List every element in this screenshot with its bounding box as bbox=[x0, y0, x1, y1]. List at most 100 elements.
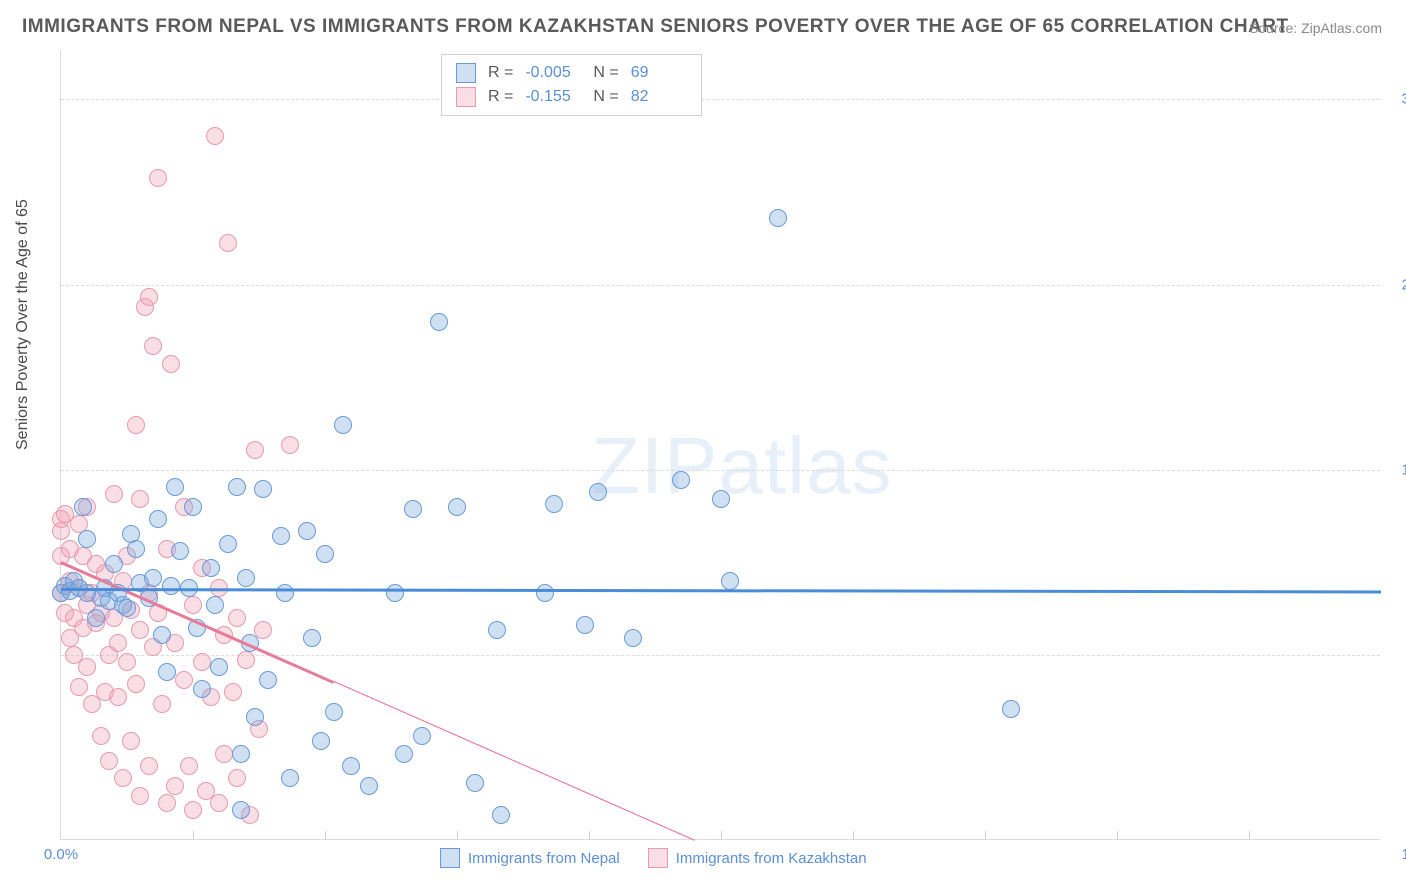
data-point bbox=[153, 626, 171, 644]
x-tick-label-right: 15.0% bbox=[1401, 846, 1406, 863]
data-point bbox=[184, 596, 202, 614]
data-point bbox=[193, 653, 211, 671]
data-point bbox=[144, 569, 162, 587]
data-point bbox=[74, 498, 92, 516]
swatch-blue-icon bbox=[456, 63, 476, 83]
data-point bbox=[281, 769, 299, 787]
data-point bbox=[254, 480, 272, 498]
data-point bbox=[316, 545, 334, 563]
legend-label-pink: Immigrants from Kazakhstan bbox=[676, 850, 867, 867]
x-tick-mark bbox=[853, 831, 854, 839]
n-value-pink: 82 bbox=[631, 88, 687, 106]
data-point bbox=[228, 478, 246, 496]
x-tick-mark bbox=[1249, 831, 1250, 839]
gridline-h bbox=[61, 99, 1380, 100]
data-point bbox=[589, 483, 607, 501]
watermark-zip: ZIP bbox=[591, 421, 718, 510]
data-point bbox=[131, 490, 149, 508]
data-point bbox=[404, 500, 422, 518]
legend-stats: R = -0.005 N = 69 R = -0.155 N = 82 bbox=[441, 54, 702, 116]
data-point bbox=[246, 708, 264, 726]
data-point bbox=[114, 769, 132, 787]
data-point bbox=[140, 757, 158, 775]
data-point bbox=[536, 584, 554, 602]
data-point bbox=[237, 569, 255, 587]
data-point bbox=[413, 727, 431, 745]
data-point bbox=[105, 485, 123, 503]
data-point bbox=[122, 732, 140, 750]
data-point bbox=[312, 732, 330, 750]
y-tick-label: 22.5% bbox=[1401, 276, 1406, 293]
x-tick-mark bbox=[1117, 831, 1118, 839]
data-point bbox=[325, 703, 343, 721]
x-tick-mark bbox=[325, 831, 326, 839]
x-tick-label-left: 0.0% bbox=[44, 846, 78, 863]
data-point bbox=[158, 794, 176, 812]
trend-line bbox=[61, 588, 1381, 593]
y-axis-label: Seniors Poverty Over the Age of 65 bbox=[14, 199, 32, 450]
data-point bbox=[105, 555, 123, 573]
data-point bbox=[140, 288, 158, 306]
data-point bbox=[92, 727, 110, 745]
data-point bbox=[281, 436, 299, 454]
x-tick-mark bbox=[589, 831, 590, 839]
data-point bbox=[87, 609, 105, 627]
data-point bbox=[118, 599, 136, 617]
y-tick-label: 30.0% bbox=[1401, 91, 1406, 108]
data-point bbox=[1002, 700, 1020, 718]
data-point bbox=[259, 671, 277, 689]
data-point bbox=[162, 577, 180, 595]
data-point bbox=[180, 757, 198, 775]
data-point bbox=[237, 651, 255, 669]
data-point bbox=[166, 777, 184, 795]
data-point bbox=[100, 752, 118, 770]
data-point bbox=[246, 441, 264, 459]
data-point bbox=[131, 621, 149, 639]
data-point bbox=[488, 621, 506, 639]
data-point bbox=[153, 695, 171, 713]
data-point bbox=[395, 745, 413, 763]
watermark-atlas: atlas bbox=[718, 421, 892, 510]
watermark: ZIPatlas bbox=[591, 420, 892, 512]
data-point bbox=[158, 663, 176, 681]
trend-line bbox=[334, 681, 695, 841]
data-point bbox=[576, 616, 594, 634]
data-point bbox=[448, 498, 466, 516]
legend-label-blue: Immigrants from Nepal bbox=[468, 850, 620, 867]
n-value-blue: 69 bbox=[631, 64, 687, 82]
data-point bbox=[624, 629, 642, 647]
data-point bbox=[184, 498, 202, 516]
data-point bbox=[224, 683, 242, 701]
data-point bbox=[215, 745, 233, 763]
chart-title: IMMIGRANTS FROM NEPAL VS IMMIGRANTS FROM… bbox=[22, 16, 1289, 38]
plot-region: ZIPatlas R = -0.005 N = 69 R = -0.155 N … bbox=[60, 50, 1380, 840]
data-point bbox=[219, 234, 237, 252]
data-point bbox=[769, 209, 787, 227]
data-point bbox=[78, 530, 96, 548]
r-value-pink: -0.155 bbox=[525, 88, 581, 106]
data-point bbox=[492, 806, 510, 824]
x-tick-mark bbox=[721, 831, 722, 839]
legend-stats-row-blue: R = -0.005 N = 69 bbox=[456, 61, 687, 85]
data-point bbox=[228, 609, 246, 627]
data-point bbox=[545, 495, 563, 513]
swatch-blue-icon bbox=[440, 848, 460, 868]
gridline-h bbox=[61, 470, 1380, 471]
r-value-blue: -0.005 bbox=[525, 64, 581, 82]
data-point bbox=[127, 675, 145, 693]
data-point bbox=[109, 688, 127, 706]
y-tick-label: 15.0% bbox=[1401, 461, 1406, 478]
data-point bbox=[232, 801, 250, 819]
data-point bbox=[149, 510, 167, 528]
data-point bbox=[272, 527, 290, 545]
data-point bbox=[166, 478, 184, 496]
x-tick-mark bbox=[985, 831, 986, 839]
r-label: R = bbox=[488, 88, 513, 106]
legend-stats-row-pink: R = -0.155 N = 82 bbox=[456, 85, 687, 109]
data-point bbox=[342, 757, 360, 775]
data-point bbox=[78, 658, 96, 676]
data-point bbox=[712, 490, 730, 508]
x-tick-mark bbox=[457, 831, 458, 839]
data-point bbox=[232, 745, 250, 763]
data-point bbox=[219, 535, 237, 553]
